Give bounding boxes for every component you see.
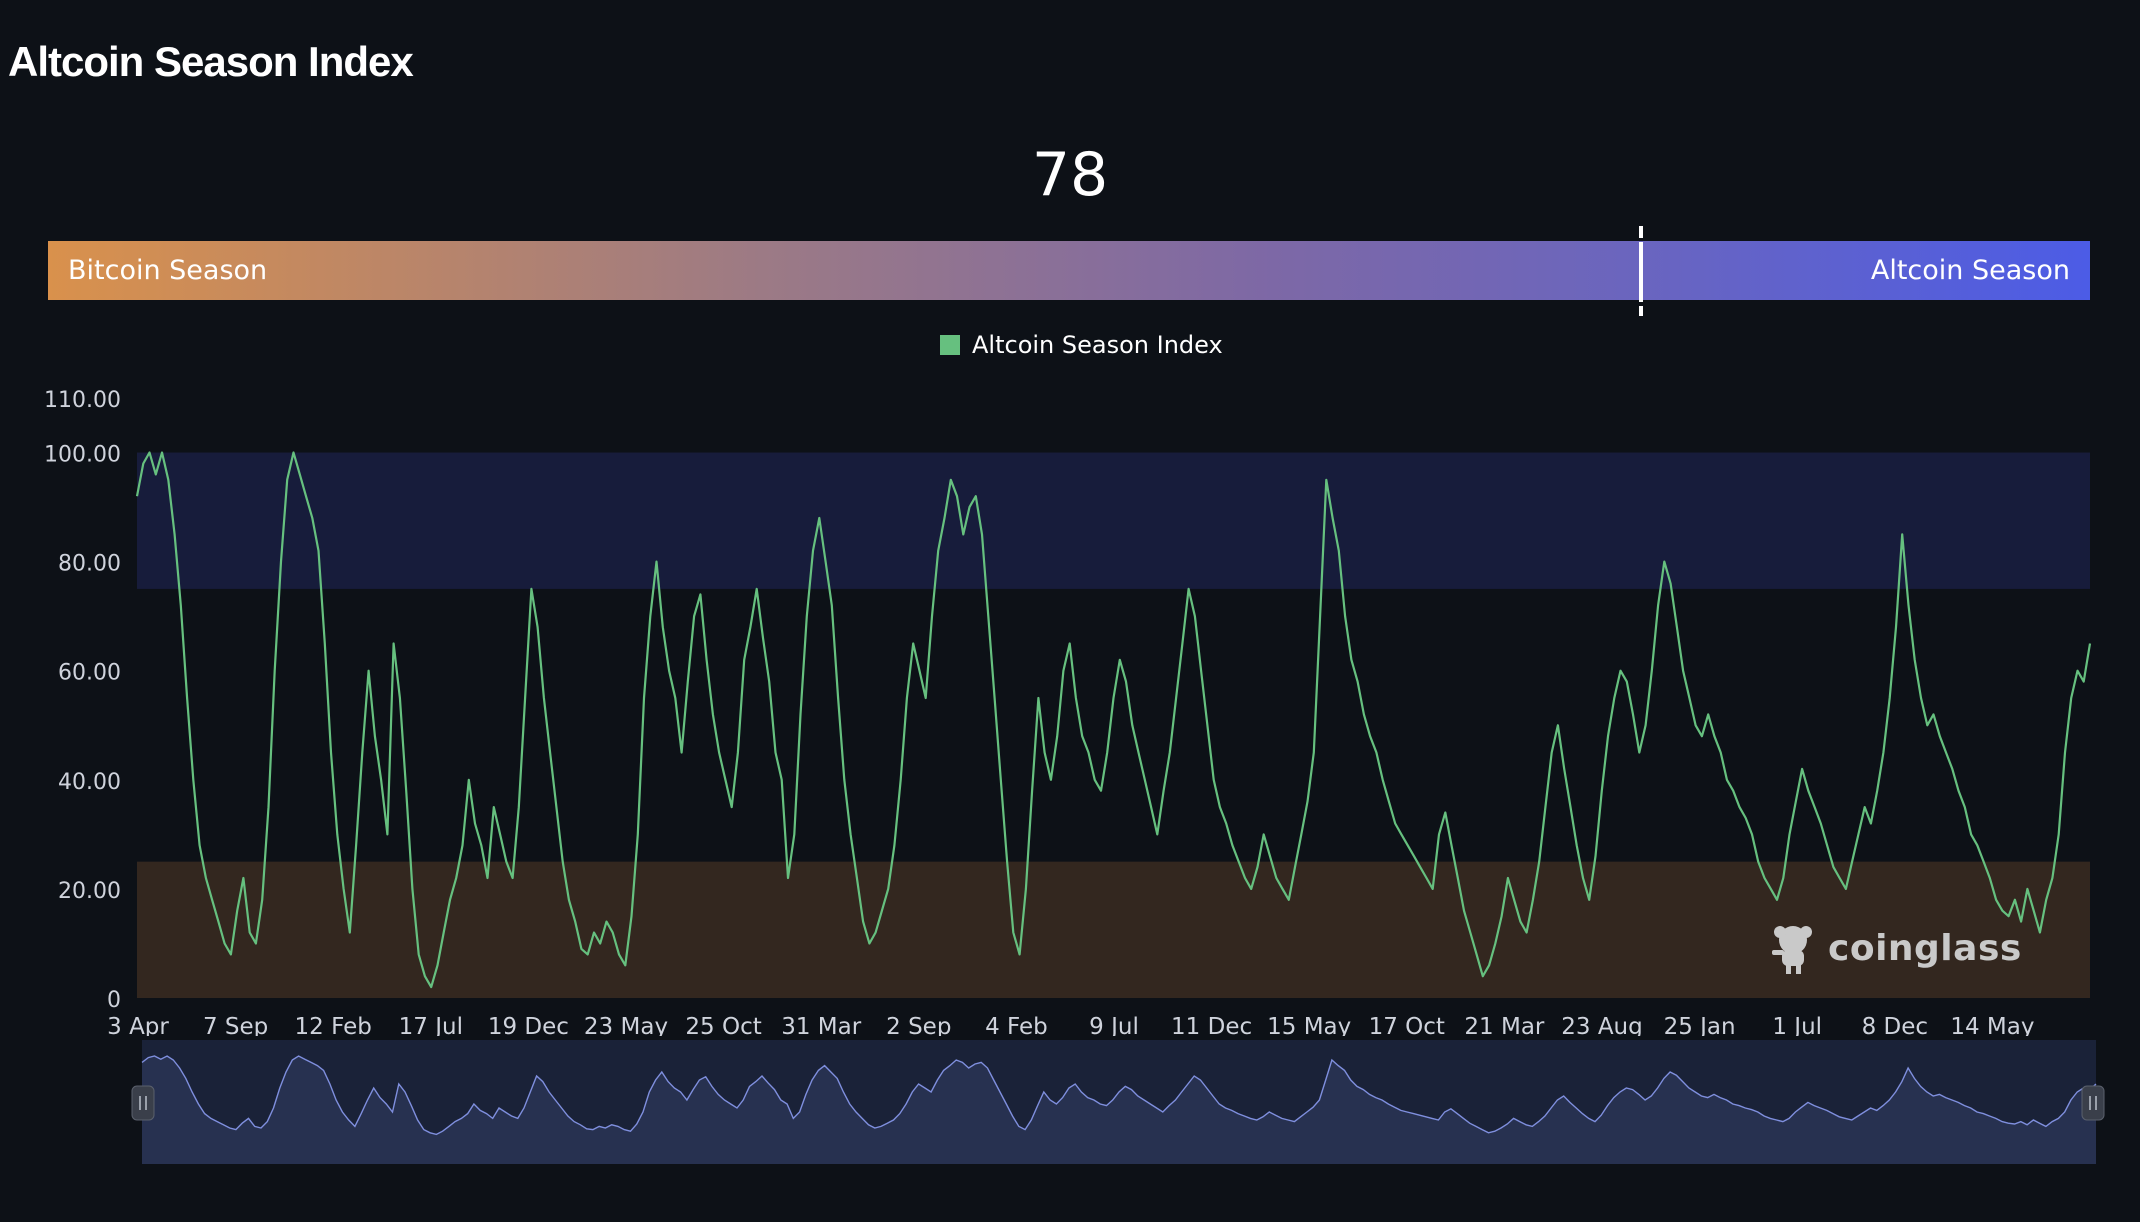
coinglass-logo-text: coinglass (1828, 927, 2022, 969)
x-tick-label: 1 Jul (1772, 1014, 1822, 1036)
y-tick-label: 0 (107, 988, 121, 1013)
x-tick-label: 31 Mar (781, 1014, 862, 1036)
altcoin-season-line-chart: 110.00 100.00 80.00 60.00 40.00 20.00 0 3 Apr 7… (44, 388, 2092, 1036)
x-tick-label: 17 Oct (1369, 1014, 1445, 1036)
y-tick-label: 20.00 (58, 879, 121, 904)
season-gauge-bar: Bitcoin Season Altcoin Season (48, 241, 2090, 300)
coinglass-logo-icon (1772, 926, 1812, 974)
y-tick-label: 60.00 (58, 661, 121, 686)
navigator-right-handle[interactable] (2081, 1085, 2105, 1121)
coinglass-watermark: coinglass (1768, 922, 2022, 974)
x-tick-label: 11 Dec (1171, 1014, 1252, 1036)
chart-legend[interactable]: Altcoin Season Index (940, 330, 1223, 360)
range-navigator[interactable] (0, 1036, 2140, 1166)
x-tick-label: 25 Oct (685, 1014, 761, 1036)
bitcoin-season-label: Bitcoin Season (68, 255, 268, 286)
legend-swatch (940, 335, 960, 355)
series-line-altcoin-season-index (135, 451, 2092, 989)
bitcoin-season-band (137, 861, 2090, 998)
page-title: Altcoin Season Index (8, 38, 414, 85)
x-tick-label: 19 Dec (488, 1014, 569, 1036)
navigator-line (141, 1055, 2097, 1136)
altcoin-season-band (137, 452, 2090, 589)
altcoin-season-label: Altcoin Season (1870, 255, 2070, 286)
x-tick-label: 23 May (584, 1014, 668, 1036)
x-tick-label: 23 Aug (1561, 1014, 1643, 1036)
y-tick-label: 80.00 (58, 552, 121, 577)
x-tick-label: 21 Mar (1464, 1014, 1545, 1036)
navigator-area (142, 1056, 2096, 1164)
season-gauge-marker (1639, 226, 1643, 316)
x-tick-label: 14 May (1950, 1014, 2034, 1036)
x-tick-label: 8 Dec (1862, 1014, 1928, 1036)
x-tick-label: 3 Apr (107, 1014, 169, 1036)
y-tick-label: 100.00 (44, 443, 121, 468)
x-tick-label: 4 Feb (985, 1014, 1048, 1036)
navigator-left-handle[interactable] (131, 1085, 155, 1121)
current-index-value: 78 (1031, 140, 1109, 210)
y-tick-label: 110.00 (44, 388, 121, 413)
x-tick-label: 2 Sep (886, 1014, 951, 1036)
x-tick-label: 9 Jul (1089, 1014, 1139, 1036)
x-tick-label: 12 Feb (295, 1014, 372, 1036)
x-tick-label: 25 Jan (1664, 1014, 1736, 1036)
legend-label: Altcoin Season Index (972, 331, 1223, 359)
y-tick-label: 40.00 (58, 770, 121, 795)
x-tick-label: 15 May (1267, 1014, 1351, 1036)
x-tick-label: 7 Sep (203, 1014, 268, 1036)
x-tick-label: 17 Jul (399, 1014, 463, 1036)
